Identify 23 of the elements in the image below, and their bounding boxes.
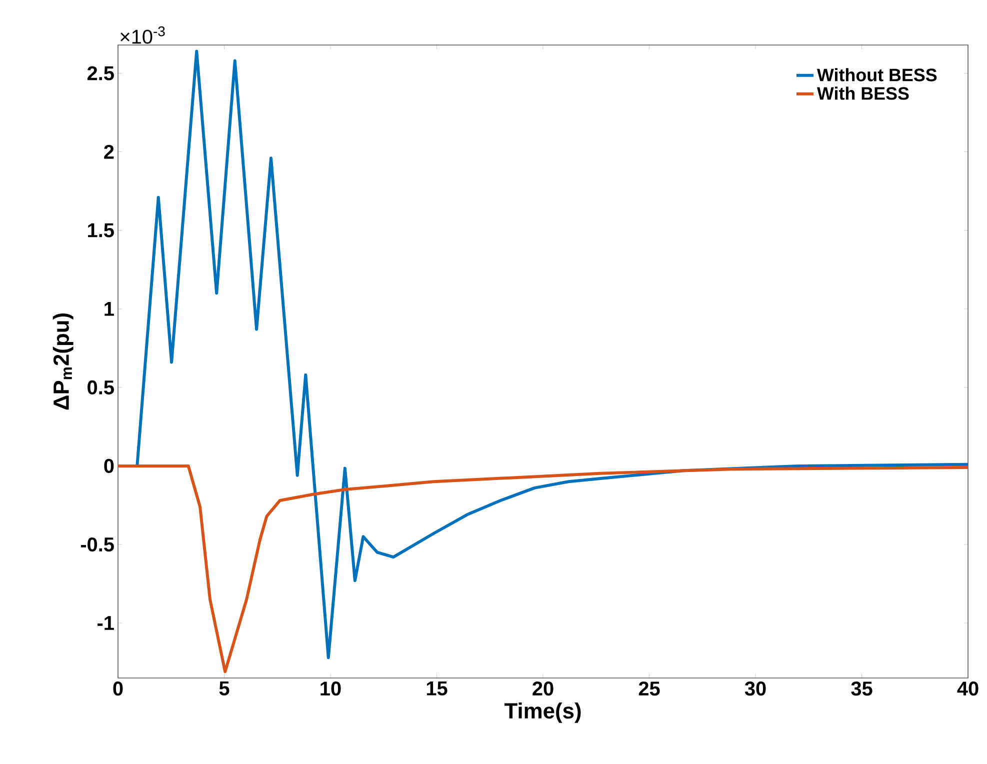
x-tick-label: 20 — [532, 682, 554, 696]
x-tick-label: 25 — [638, 682, 660, 696]
y-tick-label: -1 — [98, 616, 114, 630]
legend-label: Without BESS — [816, 68, 937, 82]
line-series — [118, 464, 968, 674]
x-tick-label: 40 — [957, 682, 978, 696]
y-tick-label: 0 — [104, 458, 114, 473]
y-tick-label: 0.5 — [88, 380, 114, 394]
text: ×10$^{-3}$ — [120, 26, 165, 44]
x-tick-label: 10 — [320, 682, 341, 696]
y-tick-label: -0.5 — [80, 537, 114, 552]
y-axis-title: ΔP$_{m}$2(pu) — [52, 314, 74, 410]
x-tick-label: 35 — [851, 682, 872, 696]
x-tick-label: 30 — [744, 682, 766, 696]
y-tick-label: 2 — [104, 144, 114, 159]
x-tick-label: 5 — [219, 682, 230, 696]
x-tick-label: 0 — [113, 682, 123, 696]
x-axis-title: Time(s) — [504, 702, 581, 723]
legend-label: With BESS — [816, 86, 909, 100]
y-tick-label: 1 — [104, 302, 114, 316]
y-tick-label: 2.5 — [87, 66, 114, 80]
y-tick-label: 1.5 — [88, 223, 114, 238]
x-tick-label: 15 — [426, 682, 448, 696]
